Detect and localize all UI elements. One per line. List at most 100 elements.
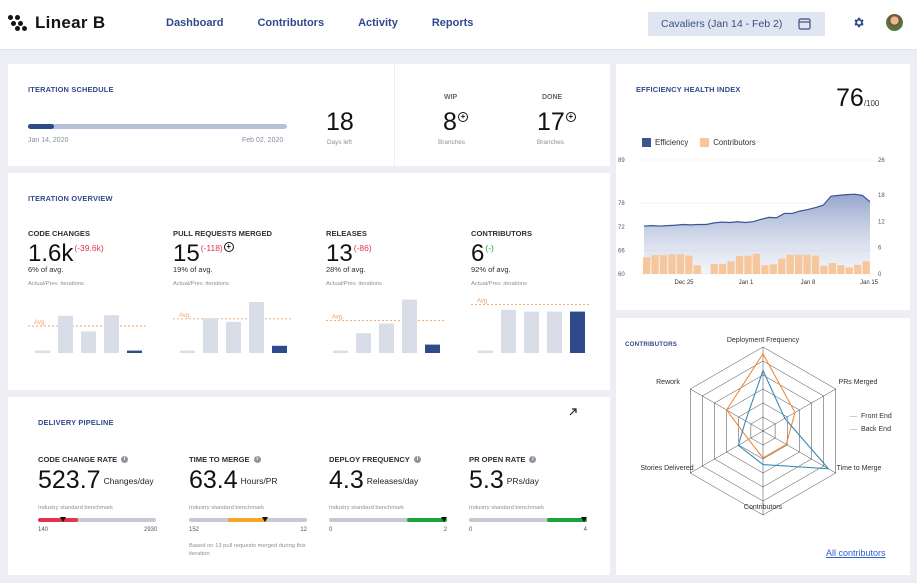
metric-note: Actual/Prev. iterations: [471, 281, 527, 287]
delivery-pipeline-title: DELIVERY PIPELINE: [38, 418, 114, 427]
avg-label: Avg.: [179, 313, 191, 319]
benchmark-min: 0: [469, 527, 473, 533]
pipeline-number: 523.7: [38, 466, 101, 494]
plus-circle-icon[interactable]: +: [565, 112, 576, 122]
pipeline-value: 5.3 PRs/day: [469, 466, 539, 495]
all-contributors-link[interactable]: All contributors: [826, 548, 886, 558]
contributors-bar: [761, 265, 769, 274]
nav-activity[interactable]: Activity: [358, 17, 398, 29]
iteration-end-date: Feb 02, 2020: [242, 137, 284, 144]
metric-number: 13: [326, 240, 353, 267]
metric-number: 15: [173, 240, 200, 267]
contributors-bar: [752, 253, 761, 274]
radar-axis-label: Contributors: [744, 504, 783, 511]
metric-mini-chart: Avg.: [326, 299, 444, 353]
mini-bar: [379, 323, 394, 353]
nav-dashboard[interactable]: Dashboard: [166, 17, 224, 29]
benchmark-label: Industry standard benchmark: [469, 505, 545, 511]
mini-bar: [58, 315, 73, 353]
metric-note: Actual/Prev. iterations: [326, 281, 382, 287]
efficiency-score-max: /100: [863, 99, 880, 108]
metric-value: 15(-118) +: [173, 240, 234, 268]
pipeline-unit: Changes/day: [103, 476, 154, 486]
contributors-bar: [710, 263, 718, 274]
benchmark-segment: [38, 518, 79, 522]
wip-done-card: [395, 64, 610, 166]
main-nav: Dashboard Contributors Activity Reports: [166, 17, 473, 29]
metric-delta: (-86): [353, 243, 372, 253]
benchmark-marker: [60, 517, 67, 522]
nav-contributors[interactable]: Contributors: [257, 17, 325, 29]
delivery-pipeline-card: [8, 397, 610, 575]
pipeline-unit: Hours/PR: [240, 476, 278, 486]
benchmark-segment: [227, 518, 267, 522]
radar-axis-label: Stories Delivered: [640, 465, 693, 472]
mini-bar: [570, 311, 585, 353]
info-icon[interactable]: i: [413, 456, 421, 463]
info-icon[interactable]: i: [253, 456, 261, 463]
metric-value: 6(-): [471, 240, 494, 268]
wip-sub-label: Branches: [438, 139, 465, 146]
wip-number: 8: [443, 108, 457, 136]
radar-axis: [762, 430, 836, 474]
benchmark-max: 4: [583, 527, 587, 533]
done-sub-label: Branches: [537, 139, 564, 146]
contributors-bar: [786, 254, 794, 274]
plus-circle-icon[interactable]: +: [457, 112, 468, 122]
pipeline-unit: PRs/day: [506, 476, 539, 486]
pipeline-note: Based on 13 pull requests merged during …: [189, 543, 306, 557]
y-left-tick: 60: [618, 272, 625, 278]
pipeline-metric-label: TIME TO MERGE i: [189, 455, 261, 464]
metric-value: 1.6k(-39.6k): [28, 240, 104, 268]
radar-legend-front: Front End: [850, 413, 892, 420]
mini-bar: [478, 350, 493, 353]
info-icon[interactable]: i: [121, 456, 129, 463]
pipeline-number: 63.4: [189, 466, 238, 494]
pipeline-unit: Releases/day: [366, 476, 419, 486]
metric-delta: (-39.6k): [74, 243, 104, 253]
x-tick: Jan 15: [860, 280, 879, 286]
y-right-tick: 18: [878, 193, 885, 199]
avatar[interactable]: [886, 14, 903, 31]
pipeline-label-text: CODE CHANGE RATE: [38, 455, 118, 464]
benchmark-min: 140: [38, 527, 49, 533]
y-right-tick: 6: [878, 246, 882, 252]
benchmark-segment: [546, 518, 587, 522]
contributors-bar: [651, 255, 659, 274]
mini-bar: [333, 350, 348, 353]
mini-bar: [425, 344, 440, 353]
info-icon[interactable]: i: [529, 456, 537, 463]
iteration-start-date: Jan 14, 2020: [28, 137, 69, 144]
expand-arrow-icon[interactable]: [569, 408, 577, 416]
gear-icon[interactable]: [852, 16, 865, 29]
pipeline-number: 5.3: [469, 466, 504, 494]
contributors-bar: [769, 264, 777, 274]
metric-sub: 28% of avg.: [326, 265, 366, 274]
metric-note: Actual/Prev. iterations: [173, 281, 229, 287]
mini-bar: [226, 321, 241, 353]
metric-label: RELEASES: [326, 229, 367, 238]
radar-axis-label: PRs Merged: [839, 379, 878, 386]
benchmark-marker: [262, 517, 269, 522]
iteration-selector[interactable]: Cavaliers (Jan 14 - Feb 2): [648, 12, 825, 36]
nav-reports[interactable]: Reports: [431, 17, 474, 29]
contributors-bar: [828, 263, 837, 274]
metric-label: PULL REQUESTS MERGED: [173, 229, 273, 238]
efficiency-score-value: 76: [836, 84, 864, 112]
y-left-tick: 66: [618, 248, 625, 254]
avg-label: Avg.: [34, 320, 46, 326]
logo[interactable]: Linear B: [8, 13, 105, 33]
iteration-overview-card: [8, 173, 610, 390]
metric-sub: 6% of avg.: [28, 265, 64, 274]
contributors-bar: [845, 267, 853, 274]
mini-bar: [203, 318, 218, 353]
radar-axis-label: Time to Merge: [837, 465, 882, 472]
metric-mini-chart: Avg.: [471, 298, 589, 353]
days-left-label: Days left: [327, 139, 352, 146]
plus-circle-icon[interactable]: +: [223, 242, 234, 252]
metric-value: 13(-86): [326, 240, 372, 268]
mini-bar: [547, 311, 562, 353]
benchmark-bar: [469, 517, 588, 522]
contributors-bar: [727, 261, 735, 274]
done-number: 17: [537, 108, 565, 136]
